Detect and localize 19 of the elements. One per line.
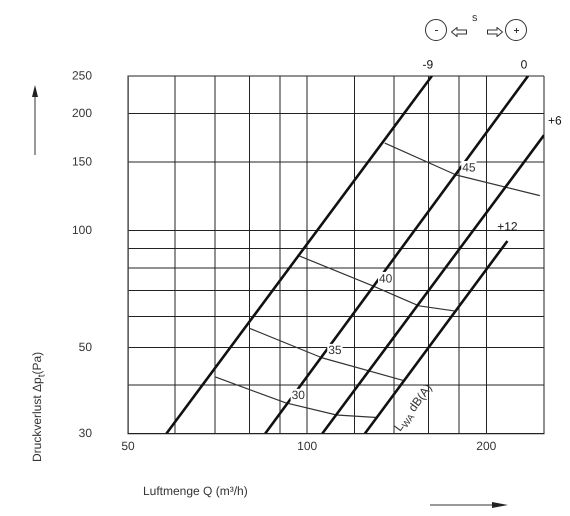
series-label: 30 bbox=[292, 388, 306, 402]
series-label: +12 bbox=[497, 219, 518, 234]
y-tick-label: 50 bbox=[78, 340, 92, 354]
y-tick-label: 200 bbox=[72, 106, 92, 120]
y-tick-label: 100 bbox=[72, 222, 92, 237]
y-tick-label: 150 bbox=[72, 154, 92, 168]
series-label: 45 bbox=[462, 160, 476, 174]
series-label: 40 bbox=[378, 271, 393, 286]
y-tick-label: 30 bbox=[78, 426, 92, 440]
y-tick-label: 250 bbox=[72, 68, 92, 82]
x-tick-label: 100 bbox=[297, 439, 318, 454]
series-label: -9 bbox=[422, 57, 434, 72]
series-label: 0 bbox=[520, 57, 528, 72]
x-tick-label: 50 bbox=[121, 439, 136, 454]
series-label: 35 bbox=[328, 343, 342, 358]
x-tick-label: 200 bbox=[476, 439, 497, 454]
x-axis-title: Luftmenge Q (m³/h) bbox=[143, 484, 248, 498]
text: s bbox=[472, 12, 478, 24]
series-label: +6 bbox=[548, 114, 562, 128]
